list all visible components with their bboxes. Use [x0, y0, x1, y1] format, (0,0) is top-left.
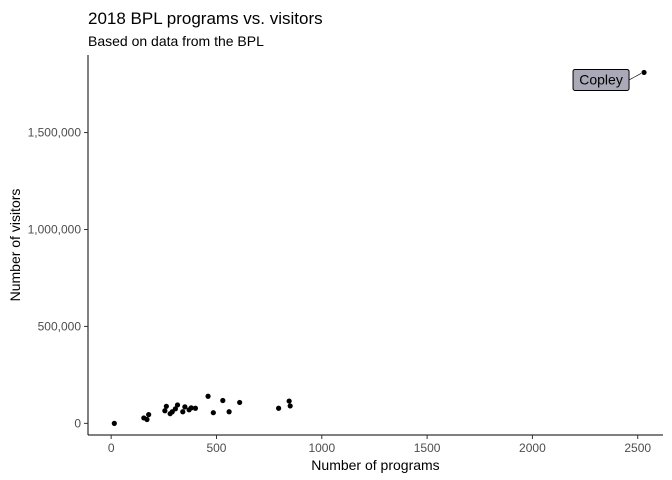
- data-point: [286, 398, 292, 404]
- data-point: [287, 403, 293, 409]
- chart-title: 2018 BPL programs vs. visitors: [88, 9, 323, 28]
- data-point: [144, 416, 150, 423]
- x-tick-label: 1500: [414, 441, 441, 455]
- annotation-leader-line: [628, 73, 642, 81]
- annotations: Copley: [572, 68, 642, 91]
- data-point: [180, 409, 186, 415]
- annotation-label-box: [572, 68, 630, 91]
- y-axis-title: Number of visitors: [7, 189, 23, 302]
- data-point: [220, 397, 226, 404]
- data-point: [174, 402, 181, 408]
- y-tick-label: 1,500,000: [28, 126, 82, 140]
- y-axis-ticks: 0 500,000 1,000,000 1,500,000: [28, 126, 88, 430]
- data-point: [182, 404, 188, 410]
- x-tick-label: 500: [206, 441, 226, 455]
- data-point: [276, 405, 282, 411]
- x-tick-label: 1000: [308, 441, 335, 455]
- chart-subtitle: Based on data from the BPL: [88, 33, 264, 49]
- data-point: [146, 412, 152, 418]
- y-tick-label: 500,000: [38, 319, 82, 333]
- data-point: [172, 406, 179, 412]
- y-tick-label: 0: [74, 416, 81, 430]
- data-point: [641, 69, 647, 76]
- data-point: [210, 410, 216, 416]
- x-tick-label: 2000: [519, 441, 546, 455]
- data-point: [226, 409, 232, 415]
- data-point: [192, 405, 199, 411]
- data-points: [111, 69, 647, 426]
- data-point: [237, 399, 243, 406]
- x-axis-ticks: 0 500 1000 1500 2000 2500: [108, 435, 651, 455]
- data-point: [162, 408, 168, 414]
- x-axis-title: Number of programs: [311, 457, 439, 473]
- data-point: [163, 403, 169, 409]
- annotation-label: Copley: [579, 71, 623, 87]
- x-tick-label: 2500: [624, 441, 651, 455]
- data-point: [205, 393, 211, 399]
- y-tick-label: 1,000,000: [28, 222, 82, 236]
- data-point: [188, 405, 194, 411]
- data-point: [111, 420, 117, 426]
- x-tick-label: 0: [108, 441, 115, 455]
